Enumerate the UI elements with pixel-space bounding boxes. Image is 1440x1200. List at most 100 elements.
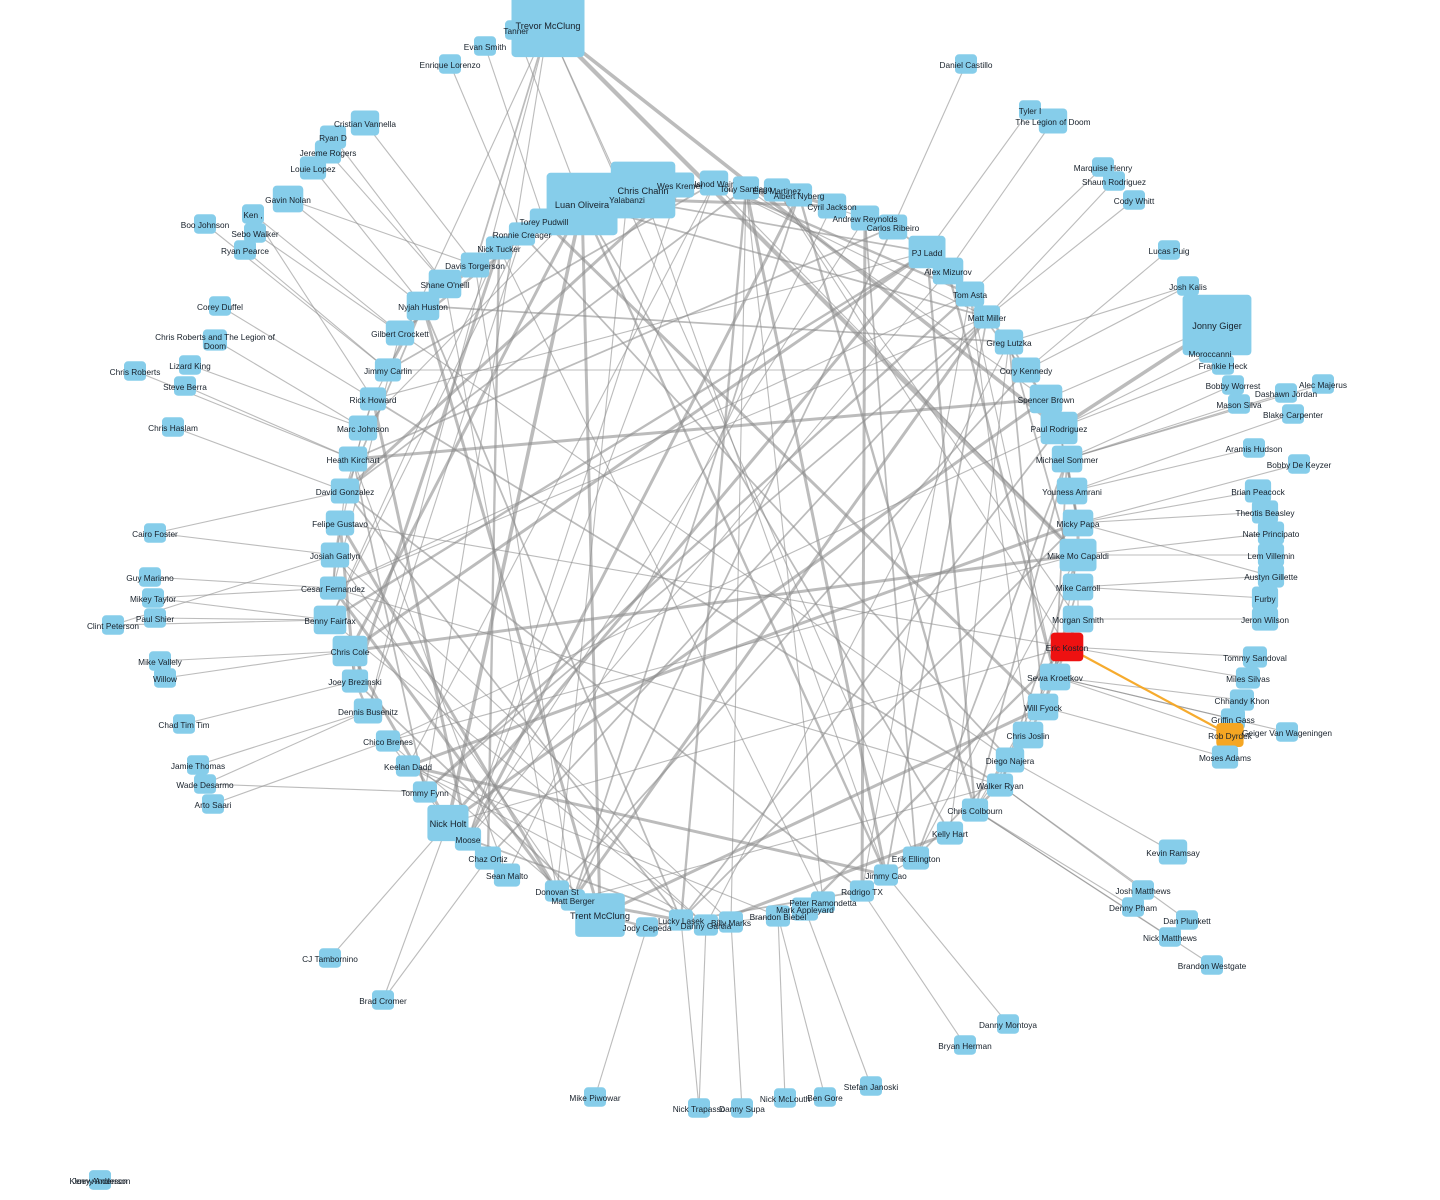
svg-text:Jimmy Cao: Jimmy Cao bbox=[865, 871, 907, 881]
svg-text:Geiger Van Wageningen: Geiger Van Wageningen bbox=[1242, 728, 1332, 738]
svg-text:Erik Ellington: Erik Ellington bbox=[892, 854, 941, 864]
svg-text:Bobby De Keyzer: Bobby De Keyzer bbox=[1267, 460, 1332, 470]
svg-text:Rick Howard: Rick Howard bbox=[349, 395, 396, 405]
svg-text:Jody Cepeda: Jody Cepeda bbox=[623, 923, 672, 933]
svg-text:Steve Berra: Steve Berra bbox=[163, 382, 207, 392]
svg-text:Rodrigo TX: Rodrigo TX bbox=[841, 887, 883, 897]
svg-text:Shane O'neill: Shane O'neill bbox=[420, 280, 469, 290]
svg-text:Brandon Westgate: Brandon Westgate bbox=[1178, 961, 1247, 971]
svg-text:Daniel Castillo: Daniel Castillo bbox=[939, 60, 992, 70]
svg-text:Jonny Giger: Jonny Giger bbox=[1192, 321, 1242, 331]
svg-text:Cristian Vannella: Cristian Vannella bbox=[334, 119, 396, 129]
svg-text:Micky Papa: Micky Papa bbox=[1057, 519, 1100, 529]
svg-text:Morgan Smith: Morgan Smith bbox=[1052, 615, 1104, 625]
svg-text:Heath Kirchart: Heath Kirchart bbox=[326, 455, 380, 465]
svg-text:Kelly Hart: Kelly Hart bbox=[932, 829, 969, 839]
svg-text:Lizard King: Lizard King bbox=[169, 361, 211, 371]
svg-text:Ryan Pearce: Ryan Pearce bbox=[221, 246, 269, 256]
svg-text:Spencer Brown: Spencer Brown bbox=[1018, 395, 1075, 405]
svg-text:Miles Silvas: Miles Silvas bbox=[1226, 674, 1270, 684]
svg-text:Blake Carpenter: Blake Carpenter bbox=[1263, 410, 1323, 420]
svg-text:Brian Peacock: Brian Peacock bbox=[1231, 487, 1285, 497]
svg-text:Jeron Wilson: Jeron Wilson bbox=[1241, 615, 1289, 625]
svg-text:Bryan Herman: Bryan Herman bbox=[938, 1041, 992, 1051]
svg-text:Keelan Dadd: Keelan Dadd bbox=[384, 762, 432, 772]
svg-text:Gavin Nolan: Gavin Nolan bbox=[265, 195, 311, 205]
svg-text:Walker Ryan: Walker Ryan bbox=[976, 781, 1024, 791]
svg-text:Eric Koston: Eric Koston bbox=[1046, 643, 1089, 653]
svg-text:Yalabanzi: Yalabanzi bbox=[609, 195, 645, 205]
svg-text:Shaun Rodriguez: Shaun Rodriguez bbox=[1082, 177, 1146, 187]
svg-text:Chris Roberts: Chris Roberts bbox=[110, 367, 161, 377]
svg-text:Ryan D: Ryan D bbox=[319, 133, 347, 143]
svg-text:Frankie Heck: Frankie Heck bbox=[1199, 361, 1249, 371]
svg-text:Denny Pham: Denny Pham bbox=[1109, 903, 1157, 913]
svg-text:Chris Roberts and The Legion o: Chris Roberts and The Legion of Doom bbox=[155, 332, 275, 351]
svg-text:Tommy Sandoval: Tommy Sandoval bbox=[1223, 653, 1287, 663]
svg-text:Austyn Gillette: Austyn Gillette bbox=[1244, 572, 1298, 582]
svg-text:Chris Colbourn: Chris Colbourn bbox=[947, 806, 1003, 816]
svg-text:Enrique Lorenzo: Enrique Lorenzo bbox=[420, 60, 481, 70]
svg-text:Wade Desarmo: Wade Desarmo bbox=[176, 780, 234, 790]
svg-text:Sewa Kroetkov: Sewa Kroetkov bbox=[1027, 673, 1084, 683]
svg-text:Benny Fairfax: Benny Fairfax bbox=[304, 616, 356, 626]
svg-text:Louie Lopez: Louie Lopez bbox=[290, 164, 335, 174]
svg-text:Youness Amrani: Youness Amrani bbox=[1042, 487, 1102, 497]
svg-text:Chris Haslam: Chris Haslam bbox=[148, 423, 198, 433]
svg-text:Diego Najera: Diego Najera bbox=[986, 756, 1035, 766]
svg-text:Marc Johnson: Marc Johnson bbox=[337, 424, 389, 434]
svg-text:Alex Mizurov: Alex Mizurov bbox=[924, 267, 972, 277]
svg-text:Ronnie Creager: Ronnie Creager bbox=[493, 230, 552, 240]
svg-text:Chaz Ortiz: Chaz Ortiz bbox=[468, 854, 507, 864]
svg-text:Chris Joslin: Chris Joslin bbox=[1007, 731, 1050, 741]
svg-text:Nate Principato: Nate Principato bbox=[1243, 529, 1300, 539]
svg-text:Nick Holt: Nick Holt bbox=[430, 819, 467, 829]
svg-text:The Legion of Doom: The Legion of Doom bbox=[1015, 117, 1090, 127]
svg-text:Will Fyock: Will Fyock bbox=[1024, 703, 1063, 713]
svg-text:Brandon Biebel: Brandon Biebel bbox=[750, 912, 807, 922]
svg-text:Joey Anderson: Joey Anderson bbox=[73, 1176, 128, 1186]
svg-text:Nick Matthews: Nick Matthews bbox=[1143, 933, 1197, 943]
svg-text:Chad Tim Tim: Chad Tim Tim bbox=[158, 720, 209, 730]
svg-text:Mason Silva: Mason Silva bbox=[1216, 400, 1262, 410]
svg-text:Donovan St: Donovan St bbox=[535, 887, 579, 897]
svg-text:Matt Berger: Matt Berger bbox=[551, 896, 595, 906]
svg-text:Dennis Busenitz: Dennis Busenitz bbox=[338, 707, 398, 717]
svg-text:Chico Brenes: Chico Brenes bbox=[363, 737, 413, 747]
svg-text:Griffin Gass: Griffin Gass bbox=[1211, 715, 1255, 725]
svg-text:Mike Vallely: Mike Vallely bbox=[138, 657, 182, 667]
svg-text:Greg Lutzka: Greg Lutzka bbox=[986, 338, 1032, 348]
svg-text:Cyril Jackson: Cyril Jackson bbox=[807, 202, 857, 212]
svg-text:Ben Gore: Ben Gore bbox=[807, 1093, 843, 1103]
svg-text:Gilbert Crockett: Gilbert Crockett bbox=[371, 329, 429, 339]
svg-text:Furby: Furby bbox=[1254, 594, 1276, 604]
svg-text:Davis Torgerson: Davis Torgerson bbox=[445, 261, 505, 271]
svg-text:Lem Villemin: Lem Villemin bbox=[1247, 551, 1295, 561]
svg-text:Albert Nyberg: Albert Nyberg bbox=[774, 191, 825, 201]
svg-text:Luan Oliveira: Luan Oliveira bbox=[555, 200, 610, 210]
svg-text:PJ Ladd: PJ Ladd bbox=[912, 248, 943, 258]
svg-text:Nick Tucker: Nick Tucker bbox=[477, 244, 521, 254]
svg-text:Alec Majerus: Alec Majerus bbox=[1299, 380, 1347, 390]
svg-text:Josh Matthews: Josh Matthews bbox=[1115, 886, 1170, 896]
svg-text:Jimmy Carlin: Jimmy Carlin bbox=[364, 366, 412, 376]
svg-text:Trent McClung: Trent McClung bbox=[570, 911, 630, 921]
svg-text:Mike Carroll: Mike Carroll bbox=[1056, 583, 1100, 593]
svg-text:Dan Plunkett: Dan Plunkett bbox=[1163, 916, 1211, 926]
svg-text:Tyler I: Tyler I bbox=[1019, 106, 1042, 116]
svg-text:Aramis Hudson: Aramis Hudson bbox=[1226, 444, 1283, 454]
svg-text:Tom Asta: Tom Asta bbox=[953, 290, 988, 300]
svg-text:Josiah Gatlyn: Josiah Gatlyn bbox=[310, 551, 361, 561]
svg-text:Theotis Beasley: Theotis Beasley bbox=[1235, 508, 1295, 518]
svg-text:Corey Duffel: Corey Duffel bbox=[197, 302, 243, 312]
svg-text:Stefan Janoski: Stefan Janoski bbox=[844, 1082, 899, 1092]
svg-text:Paul Rodriguez: Paul Rodriguez bbox=[1031, 424, 1088, 434]
svg-text:Sean Malto: Sean Malto bbox=[486, 871, 528, 881]
svg-text:Chhandy Khon: Chhandy Khon bbox=[1215, 696, 1270, 706]
svg-text:Joey Brezinski: Joey Brezinski bbox=[328, 677, 382, 687]
svg-text:Tommy Fynn: Tommy Fynn bbox=[401, 788, 449, 798]
svg-text:Tanner: Tanner bbox=[503, 26, 529, 36]
svg-text:Mike Mo Capaldi: Mike Mo Capaldi bbox=[1047, 551, 1109, 561]
svg-text:Brad Cromer: Brad Cromer bbox=[359, 996, 407, 1006]
svg-text:Danny Supa: Danny Supa bbox=[719, 1104, 765, 1114]
